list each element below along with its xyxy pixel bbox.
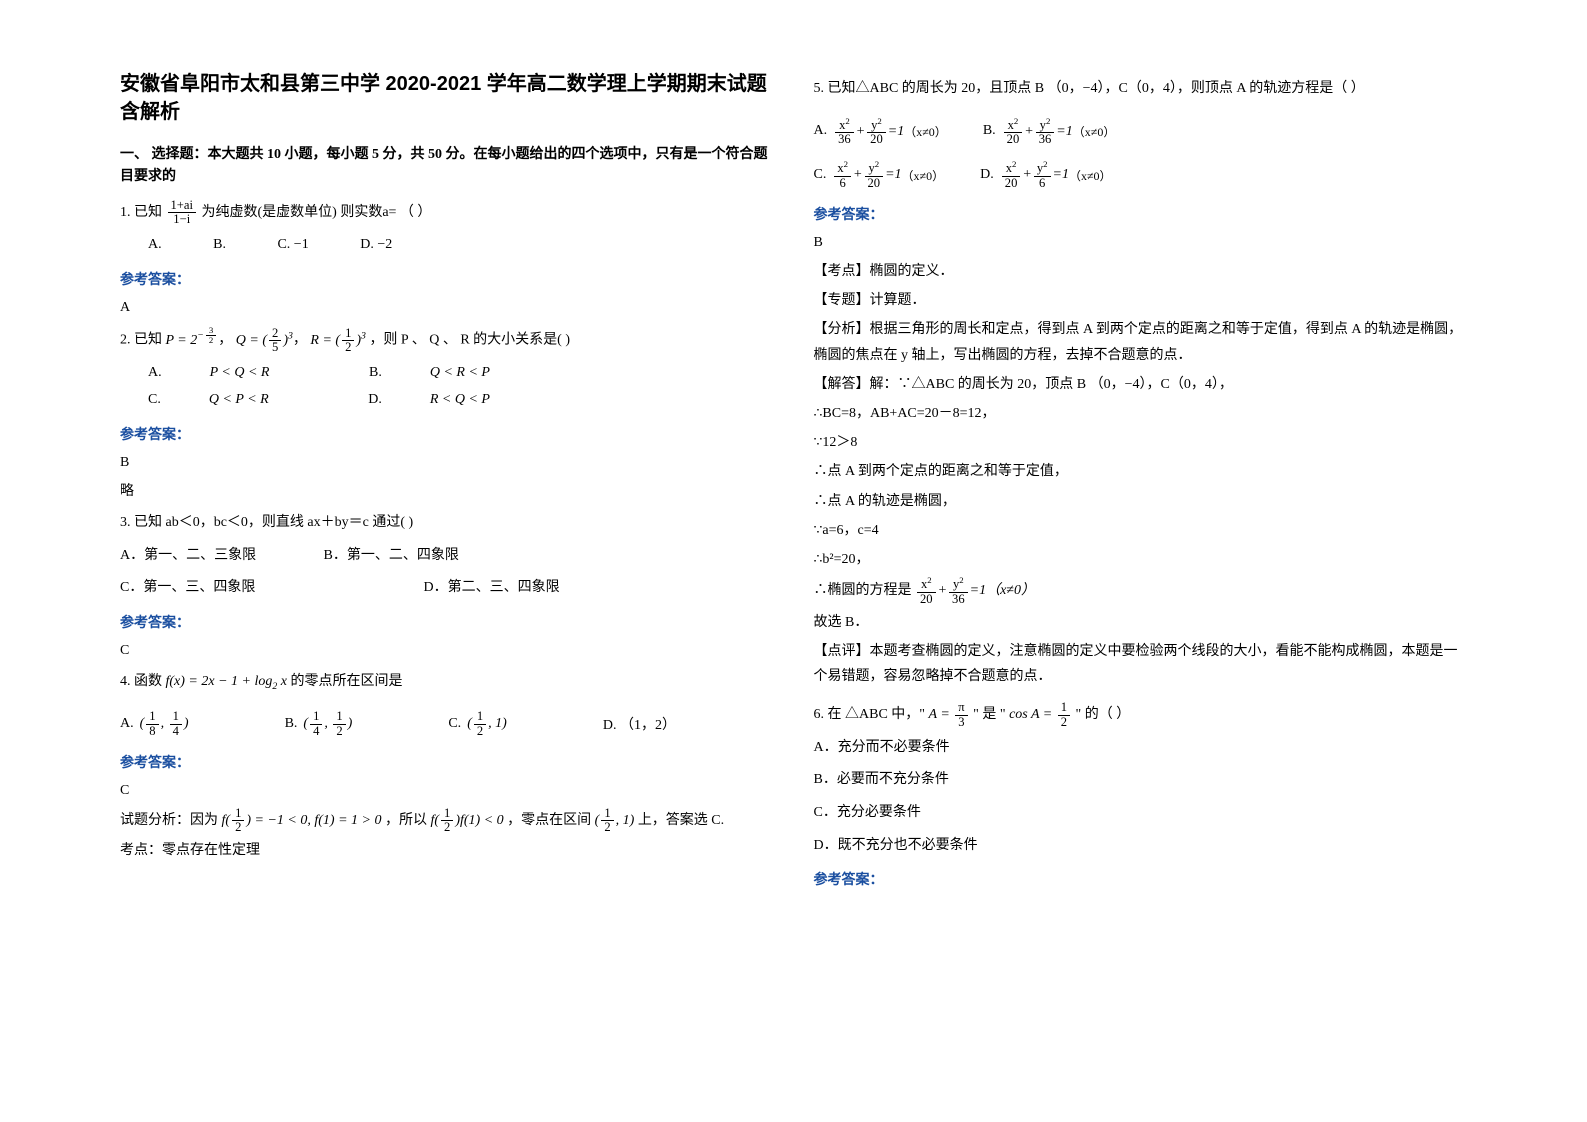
q2-P: P = 2−32 [166, 333, 219, 348]
q4-exp-2: f(12)f(1) < 0 [430, 813, 503, 828]
q5-l4: 【解答】解：∵△ABC 的周长为 20，顶点 B （0，−4），C（0，4）， [814, 372, 1468, 397]
q5-opt-row2: C. x26+y220=1 （x≠0） D. x220+y26=1 （x≠0） [814, 160, 1468, 190]
q1-answer-label: 参考答案： [120, 269, 774, 289]
q5-stem: 5. 已知△ABC 的周长为 20，且顶点 B （0，−4），C（0，4），则顶… [814, 76, 1468, 103]
q1-opt-b: B. [213, 232, 226, 259]
q3-answer: C [120, 638, 774, 663]
q2-options: A.P < Q < R B.Q < R < P C.Q < P < R D.R … [148, 360, 774, 413]
q6-opt-a: A．充分而不必要条件 [814, 735, 1468, 762]
q3-stem: 3. 已知 ab＜0，bc＜0，则直线 ax＋by＝c 通过( ) [120, 510, 774, 537]
q2-opt-c: C.Q < P < R [148, 387, 317, 414]
q5-answer: B [814, 230, 1468, 255]
q5-opt-row1: A. x236+y220=1 （x≠0） B. x220+y236=1 （x≠0… [814, 117, 1468, 147]
q2-answer: B [120, 450, 774, 475]
q1-opt-c: C. −1 [277, 232, 308, 259]
q1-opt-a: A. [148, 232, 162, 259]
left-column: 安徽省阜阳市太和县第三中学 2020-2021 学年高二数学理上学期期末试题含解… [100, 70, 794, 1082]
q5-l12: 故选 B． [814, 610, 1468, 635]
q3-answer-label: 参考答案： [120, 612, 774, 632]
q1-opt-d: D. −2 [360, 232, 392, 259]
q5-opt-a: A. x236+y220=1 （x≠0） [814, 117, 947, 147]
q4-exp-1: f(12) = −1 < 0, f(1) = 1 > 0 [222, 813, 382, 828]
q4-stem: 4. 函数 f(x) = 2x − 1 + log2 x 的零点所在区间是 [120, 669, 774, 696]
q6-condA: A = π3 [929, 707, 970, 722]
q5-l8: ∴点 A 的轨迹是椭圆， [814, 489, 1468, 514]
right-column: 5. 已知△ABC 的周长为 20，且顶点 B （0，−4），C（0，4），则顶… [794, 70, 1488, 1082]
q4-exp-3: (12, 1) [595, 813, 635, 828]
q5-l10: ∴b²=20， [814, 547, 1468, 572]
q4-stem-text: 4. 函数 f(x) = 2x − 1 + log2 x 的零点所在区间是 [120, 674, 403, 689]
q2-opt-d: D.R < Q < P [368, 387, 538, 414]
q4-options: A. (18, 14) B. (14, 12) C. (12, 1) D. （1… [120, 710, 774, 737]
q5-l2: 【专题】计算题． [814, 288, 1468, 313]
q2-prefix: 2. 已知 [120, 333, 166, 348]
q2-R: R = (12)3 [310, 333, 366, 348]
q1-suffix: 为纯虚数(是虚数单位) 则实数a= （ ） [202, 205, 432, 220]
q4-explain: 试题分析：因为 f(12) = −1 < 0, f(1) = 1 > 0 ，所以… [120, 807, 774, 834]
q4-point: 考点：零点存在性定理 [120, 838, 774, 863]
q1-answer: A [120, 295, 774, 320]
q2-answer-label: 参考答案： [120, 424, 774, 444]
q4-answer-label: 参考答案： [120, 752, 774, 772]
q4-opt-a: A. (18, 14) [120, 710, 189, 737]
q3-opt-row2: C．第一、三、四象限 D．第二、三、四象限 [120, 575, 774, 602]
q1-prefix: 1. 已知 [120, 205, 162, 220]
q2-note: 略 [120, 479, 774, 504]
q2-opt-b: B.Q < R < P [369, 360, 538, 387]
q5-answer-label: 参考答案： [814, 204, 1468, 224]
q3-opt-row1: A．第一、二、三象限 B．第一、二、四象限 [120, 543, 774, 570]
q6-answer-label: 参考答案： [814, 869, 1468, 889]
q5-opt-c: C. x26+y220=1 （x≠0） [814, 160, 945, 190]
q3-opt-b: B．第一、二、四象限 [324, 548, 459, 563]
q5-l1: 【考点】椭圆的定义． [814, 259, 1468, 284]
q3-opt-d: D．第二、三、四象限 [424, 580, 560, 595]
q6-condB: cos A = 12 [1009, 707, 1072, 722]
q4-opt-d: D. （1，2） [603, 714, 676, 734]
q1-stem: 1. 已知 1+ai 1−i 为纯虚数(是虚数单位) 则实数a= （ ） [120, 199, 774, 227]
q3-opt-a: A．第一、二、三象限 [120, 543, 320, 570]
q5-l3: 【分析】根据三角形的周长和定点，得到点 A 到两个定点的距离之和等于定值，得到点… [814, 317, 1468, 367]
q4-opt-c: C. (12, 1) [448, 710, 506, 737]
q2-Q: Q = (25)3 [236, 333, 293, 348]
q2-stem: 2. 已知 P = 2−32， Q = (25)3， R = (12)3 ，则 … [120, 326, 774, 354]
q5-l11: ∴椭圆的方程是 x220+y236=1（x≠0） [814, 576, 1468, 606]
q6-opt-d: D．既不充分也不必要条件 [814, 833, 1468, 860]
q5-opt-b: B. x220+y236=1 （x≠0） [983, 117, 1116, 147]
q5-l11-eq: x220+y236=1（x≠0） [915, 583, 1035, 598]
q5-l9: ∵a=6，c=4 [814, 518, 1468, 543]
page-title: 安徽省阜阳市太和县第三中学 2020-2021 学年高二数学理上学期期末试题含解… [120, 70, 774, 126]
q5-opt-d: D. x220+y26=1 （x≠0） [980, 160, 1111, 190]
q3-opt-c: C．第一、三、四象限 [120, 575, 420, 602]
q4-opt-b: B. (14, 12) [285, 710, 353, 737]
q5-l5: ∴BC=8，AB+AC=20－8=12， [814, 401, 1468, 426]
q5-l6: ∵12＞8 [814, 430, 1468, 455]
q5-l7: ∴点 A 到两个定点的距离之和等于定值， [814, 459, 1468, 484]
q1-options: A. B. C. −1 D. −2 [148, 232, 774, 259]
q6-opt-b: B．必要而不充分条件 [814, 767, 1468, 794]
section-head: 一、 选择题：本大题共 10 小题，每小题 5 分，共 50 分。在每小题给出的… [120, 144, 774, 189]
q6-opt-c: C．充分必要条件 [814, 800, 1468, 827]
q2-opt-a: A.P < Q < R [148, 360, 317, 387]
q1-frac: 1+ai 1−i [168, 199, 197, 226]
q5-l13: 【点评】本题考查椭圆的定义，注意椭圆的定义中要检验两个线段的大小，看能不能构成椭… [814, 639, 1468, 689]
q4-answer: C [120, 778, 774, 803]
q2-tail: ，则 P 、 Q 、 R 的大小关系是( ) [369, 333, 570, 348]
q6-stem: 6. 在 △ABC 中，" A = π3 " 是 " cos A = 12 " … [814, 701, 1468, 729]
